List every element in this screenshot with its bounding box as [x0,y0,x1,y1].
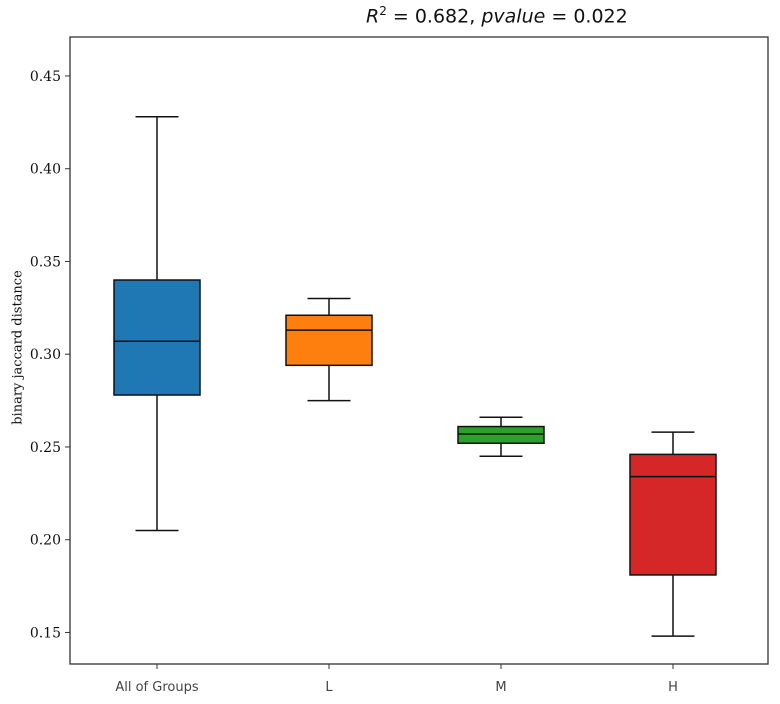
y-tick-label: 0.35 [30,254,61,270]
p-separator: = [545,5,574,28]
pvalue-value: 0.022 [573,5,628,28]
pvalue-symbol: pvalue [481,5,546,28]
plot-frame [69,36,769,665]
y-tick-label: 0.45 [30,69,61,85]
title-comma: , [469,5,482,28]
x-tick-label: M [495,680,506,695]
r-symbol: R [366,5,380,28]
box-l [285,314,373,367]
y-tick-label: 0.15 [30,625,61,641]
y-tick-label: 0.40 [30,162,61,178]
chart-title: R2 = 0.682, pvalue = 0.022 [366,4,628,27]
x-tick-label: H [668,680,678,695]
r-exponent: 2 [379,4,387,18]
y-tick-label: 0.30 [30,347,61,363]
box-m [457,425,545,445]
box-all-of-groups [113,279,201,396]
r-squared-value: 0.682 [414,5,470,28]
box-h [629,453,717,576]
y-tick-label: 0.20 [30,533,61,549]
x-tick-label: L [325,680,333,695]
r-separator: = [386,5,415,28]
x-tick-label: All of Groups [115,680,198,695]
y-tick-label: 0.25 [30,440,61,456]
